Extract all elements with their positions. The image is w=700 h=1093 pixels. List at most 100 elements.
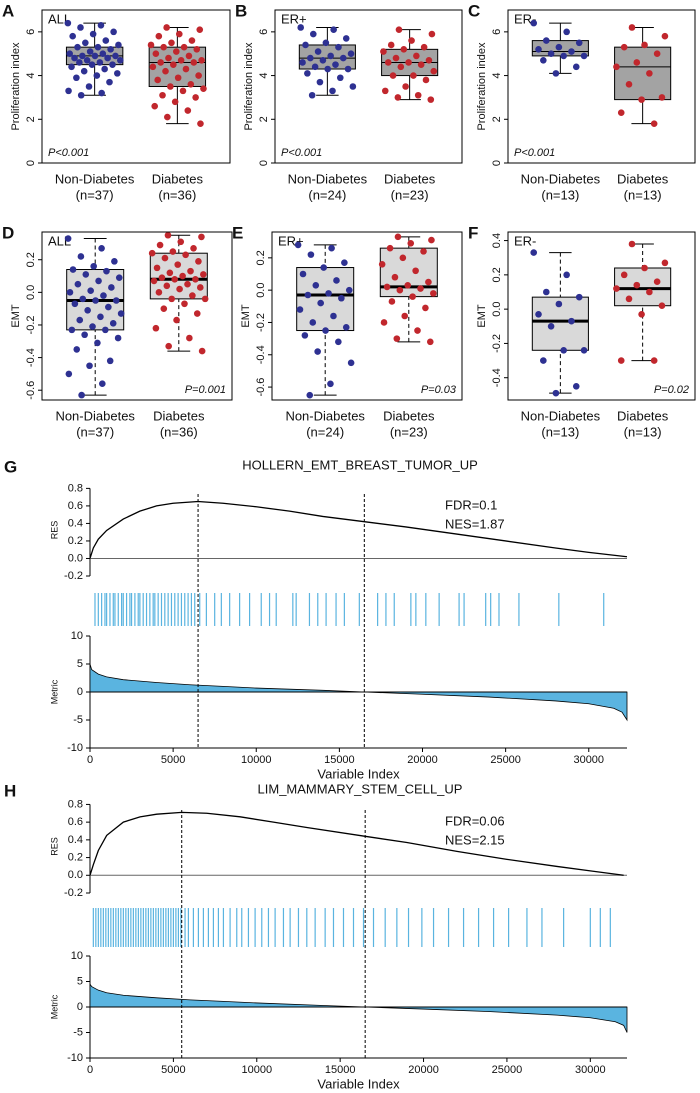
data-point (417, 61, 425, 68)
y-tick-label: 0 (77, 1001, 83, 1013)
data-point (190, 245, 197, 252)
data-point (98, 89, 105, 97)
data-point (393, 335, 401, 342)
data-point (189, 292, 196, 299)
group-n: (n=13) (541, 187, 579, 202)
data-point (628, 24, 636, 31)
data-point (341, 259, 348, 266)
x-tick-label: 15000 (324, 754, 355, 766)
data-point (77, 24, 84, 31)
p-value: P=0.03 (421, 384, 457, 396)
data-point (311, 63, 319, 71)
data-point (86, 362, 93, 370)
data-point (190, 59, 198, 66)
data-point (613, 63, 620, 71)
data-point (650, 120, 658, 127)
y-tick-label: 0.6 (68, 816, 83, 828)
data-point (378, 261, 386, 268)
group-n: (n=23) (390, 424, 428, 439)
data-point (633, 59, 641, 66)
data-point (66, 50, 73, 58)
box (531, 296, 589, 351)
data-point (653, 278, 661, 286)
data-point (112, 297, 120, 304)
y-tick-label: 4 (25, 73, 37, 79)
data-point (399, 254, 407, 262)
y-tick-label: 10 (71, 950, 83, 962)
y-tick-label: 2 (491, 116, 503, 122)
data-point (195, 72, 202, 79)
data-point (422, 76, 430, 84)
data-point (166, 269, 174, 277)
data-point (78, 391, 85, 399)
data-point (169, 248, 177, 255)
y-tick-label: -0.2 (491, 334, 503, 353)
data-point (174, 261, 182, 268)
data-point (73, 74, 80, 82)
data-point (408, 37, 415, 44)
data-point (345, 286, 353, 294)
data-point (171, 98, 179, 106)
data-point (149, 63, 157, 71)
data-point (405, 59, 412, 66)
data-point (547, 50, 555, 58)
data-point (387, 41, 395, 49)
data-point (420, 43, 428, 51)
data-point (99, 380, 106, 387)
data-point (302, 41, 309, 49)
y-tick-label: -0.2 (255, 313, 267, 332)
data-point (319, 56, 327, 64)
data-point (389, 72, 397, 79)
y-tick-label: 0.0 (491, 301, 503, 316)
data-point (192, 94, 199, 101)
data-point (196, 26, 204, 33)
data-point (329, 87, 336, 95)
data-point (308, 91, 316, 99)
y-tick-label: 5 (77, 975, 83, 987)
plot-frame (507, 231, 696, 401)
y-tick-label: 0.0 (68, 869, 83, 881)
data-point (317, 299, 324, 307)
data-point (184, 107, 192, 114)
data-point (575, 39, 583, 47)
data-point (309, 30, 317, 38)
data-point (163, 24, 170, 31)
y-tick-label: 0.4 (68, 834, 83, 846)
data-point (155, 32, 163, 40)
data-point (109, 320, 117, 327)
data-point (112, 52, 119, 60)
annotation: FDR=0.06 (445, 813, 505, 828)
y-axis-label: Proliferation index (243, 42, 255, 131)
data-point (167, 83, 174, 90)
y-tick-label: 2 (258, 116, 270, 122)
data-point (335, 338, 342, 346)
data-point (320, 264, 327, 271)
data-point (197, 120, 204, 127)
y-tick-label: -5 (73, 714, 83, 726)
data-point (304, 291, 312, 299)
data-point (426, 338, 434, 346)
data-point (413, 52, 420, 60)
data-point (344, 65, 352, 73)
data-point (658, 302, 666, 310)
group-n: (n=24) (306, 424, 344, 439)
data-point (294, 241, 302, 249)
panel-letter: F (468, 223, 478, 242)
data-point (395, 26, 403, 33)
data-point (154, 76, 161, 84)
data-point (68, 326, 76, 334)
data-point (95, 277, 102, 285)
data-point (150, 277, 158, 285)
data-point (407, 240, 415, 247)
group-label: Non-Diabetes (285, 408, 365, 423)
data-point (73, 346, 81, 353)
data-point (104, 54, 111, 62)
data-point (568, 317, 575, 325)
x-axis-label: Variable Index (317, 1076, 400, 1091)
data-point (198, 233, 205, 241)
data-point (90, 262, 97, 270)
data-point (658, 94, 666, 101)
data-point (402, 83, 409, 90)
data-point (195, 258, 202, 265)
